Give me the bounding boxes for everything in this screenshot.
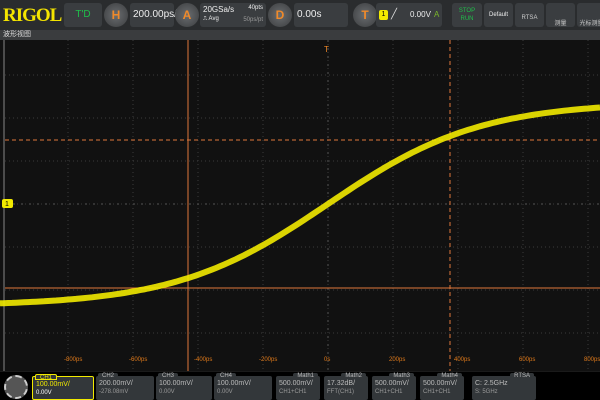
channel-name: Math2 (341, 373, 366, 379)
x-axis-label: -200ps (259, 357, 278, 363)
channel-math2[interactable]: Math2 17.32dB/FFT(CH1) (324, 373, 368, 400)
trigger-level: 0.00V (410, 10, 431, 19)
gear-icon[interactable] (4, 375, 28, 399)
rtsa-button[interactable]: RTSA (515, 3, 544, 27)
timebase-value[interactable]: 200.00ps/ (130, 3, 177, 27)
channel-name: Math4 (437, 373, 462, 379)
channel-name: RTSA (510, 373, 534, 379)
x-axis-label: 400ps (454, 357, 471, 363)
delay-button[interactable]: D (268, 3, 292, 27)
channel-rtsa[interactable]: RTSA C: 2.5GHz S: 5GHz (472, 373, 536, 400)
acquire-button[interactable]: A (175, 3, 199, 27)
trigger-status[interactable]: T'D (64, 3, 102, 27)
channel-offset: CH1+CH1 (279, 389, 307, 395)
trigger-source: 1 (379, 10, 388, 20)
run-label: RUN (460, 16, 474, 22)
run-stop-button[interactable]: STOP RUN (452, 3, 482, 27)
channel-offset: 0.00V (159, 389, 175, 395)
channel-name: CH1 (35, 374, 58, 381)
x-axis-label: 600ps (519, 357, 536, 363)
acquire-panel[interactable]: 20GSa/s 40pts ⎍ Avg 50ps/pt (200, 3, 266, 27)
channel-name: CH4 (216, 373, 237, 379)
channel-math1[interactable]: Math1 500.00mV/CH1+CH1 (276, 373, 320, 400)
channel-name: CH3 (158, 373, 179, 379)
x-axis-label: 0s (324, 357, 331, 363)
sample-rate: 20GSa/s (203, 5, 235, 14)
channel-ch3[interactable]: CH3 100.00mV/0.00V (156, 373, 212, 400)
memory-depth: 40pts (248, 5, 263, 11)
ch1-marker-label: 1 (5, 201, 9, 208)
channel-ch1[interactable]: CH1 100.00mV/0.00V (32, 374, 94, 400)
channel-scale: 100.00mV/ (159, 380, 193, 387)
cursor-button[interactable]: 光标测量 (577, 3, 600, 27)
delay-value[interactable]: 0.00s (294, 3, 348, 27)
channel-offset: CH1+CH1 (423, 389, 451, 395)
channel-scale: C: 2.5GHz (475, 380, 508, 387)
rising-edge-icon: ╱ (391, 9, 398, 20)
trigger-mode: A (434, 10, 440, 19)
waveform-svg: T1 (0, 40, 600, 377)
channel-math3[interactable]: Math3 500.00mV/CH1+CH1 (372, 373, 416, 400)
channel-scale: 100.00mV/ (36, 381, 70, 388)
x-axis-label: -600ps (129, 357, 148, 363)
channel-offset: S: 5GHz (475, 389, 498, 395)
channel-offset: 0.00V (217, 389, 233, 395)
x-axis-label: 800ps (584, 357, 600, 363)
trigger-position-marker: T (324, 45, 329, 54)
rigol-logo: RIGOL (3, 5, 62, 26)
ch1-marker (2, 199, 13, 208)
waveform-view-tab[interactable]: 波形视图 (0, 30, 600, 40)
channel-scale: 500.00mV/ (423, 380, 457, 387)
horizontal-button[interactable]: H (104, 3, 128, 27)
channel-offset: 0.00V (36, 390, 52, 396)
channel-ch2[interactable]: CH2 200.00mV/ -278.08mV (96, 373, 154, 400)
channel-scale: 100.00mV/ (217, 380, 251, 387)
channel-scale: 17.32dB/ (327, 380, 356, 387)
channel-scale: 200.00mV/ (99, 380, 133, 387)
channel-bar: CH1 100.00mV/0.00V CH2 200.00mV/-278.08mV CH… (0, 372, 600, 400)
ch1-waveform (0, 104, 600, 307)
trigger-button[interactable]: T (353, 3, 377, 27)
channel-offset: CH1+CH1 (375, 389, 403, 395)
channel-scale: 500.00mV/ (279, 380, 313, 387)
x-axis-label: -400ps (194, 357, 213, 363)
top-toolbar: RIGOL T'D H 200.00ps/ A 20GSa/s 40pts ⎍ … (0, 0, 600, 30)
measure-button[interactable]: 测量 (546, 3, 575, 27)
stop-label: STOP (458, 8, 476, 14)
channel-scale: 500.00mV/ (375, 380, 409, 387)
x-axis-label: -800ps (64, 357, 83, 363)
trigger-panel[interactable]: 1 ╱ 0.00V A (376, 3, 442, 27)
default-button[interactable]: Default (484, 3, 513, 27)
channel-name: Math3 (389, 373, 414, 379)
acq-mode: ⎍ Avg (203, 16, 219, 22)
sample-interval: 50ps/pt (243, 17, 263, 23)
channel-name: Math1 (293, 373, 318, 379)
channel-name: CH2 (98, 373, 119, 379)
channel-ch4[interactable]: CH4 100.00mV/0.00V (214, 373, 272, 400)
channel-math4[interactable]: Math4 500.00mV/CH1+CH1 (420, 373, 464, 400)
channel-offset: FFT(CH1) (327, 389, 354, 395)
x-axis-label: 200ps (389, 357, 406, 363)
channel-offset: -278.08mV (99, 389, 129, 395)
acq-mode-text: Avg (208, 16, 219, 22)
